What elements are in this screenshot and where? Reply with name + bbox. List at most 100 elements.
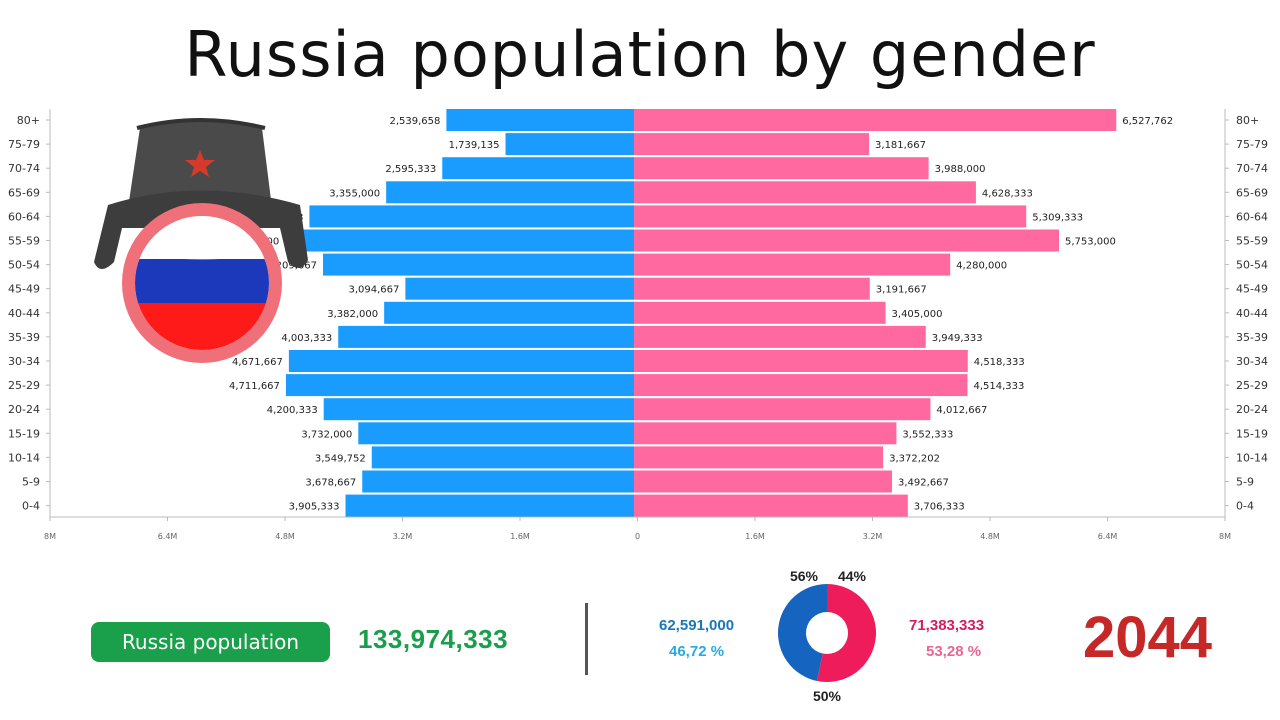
age-group-label: 70-74 [8, 162, 40, 175]
donut-slice-female [816, 584, 877, 682]
bars-group [285, 109, 1117, 517]
age-group-label: 35-39 [1236, 331, 1268, 344]
age-group-label: 50-54 [1236, 259, 1268, 272]
age-group-label: 15-19 [1236, 427, 1268, 440]
age-group-label: 15-19 [8, 427, 40, 440]
age-group-label: 0-4 [1236, 500, 1254, 513]
female-value-label: 4,280,000 [956, 261, 1007, 272]
donut-label-left: 56% [790, 568, 819, 584]
age-group-label: 40-44 [8, 307, 40, 320]
female-value-label: 3,492,667 [898, 478, 949, 489]
female-value-label: 3,949,333 [932, 333, 983, 344]
x-tick-label: 8M [1219, 532, 1231, 541]
female-bar [634, 446, 884, 469]
female-bar [634, 205, 1027, 228]
female-total: 71,383,333 [909, 617, 985, 634]
x-tick-label: 3.2M [393, 532, 413, 541]
male-bar [323, 253, 634, 276]
female-value-label: 3,191,667 [876, 285, 927, 296]
male-bar [442, 157, 634, 180]
male-value-label: 4,209,667 [266, 261, 317, 272]
male-value-label: 1,739,135 [449, 140, 500, 151]
x-tick-label: 6.4M [158, 532, 178, 541]
female-value-label: 4,012,667 [936, 405, 987, 416]
age-group-label: 0-4 [22, 500, 40, 513]
donut-label-right: 44% [838, 568, 867, 584]
female-bar [634, 229, 1060, 252]
male-bar [446, 109, 634, 131]
female-bar [634, 133, 870, 156]
female-bar [634, 398, 931, 421]
female-bar [634, 350, 968, 372]
male-bar [288, 350, 634, 372]
female-bar [634, 494, 908, 517]
male-value-label: 2,539,658 [389, 116, 440, 127]
male-percent: 46,72 % [669, 643, 725, 660]
female-value-label: 4,628,333 [982, 188, 1033, 199]
female-bar [634, 374, 968, 397]
ushanka-hat-icon [94, 118, 308, 269]
male-value-label: 4,671,667 [232, 357, 283, 368]
male-value-label: 3,732,000 [301, 429, 352, 440]
labels-group: 80+ 80+ 2,539,658 6,527,762 75-79 75-79 1,739,… [8, 114, 1268, 513]
female-value-label: 4,518,333 [974, 357, 1025, 368]
male-value-label: 3,549,752 [315, 453, 366, 464]
age-group-label: 25-29 [1236, 379, 1268, 392]
year-display: 2044 [1083, 605, 1213, 670]
male-bar [371, 446, 634, 469]
age-group-label: 55-59 [8, 235, 40, 248]
female-value-label: 3,552,333 [902, 429, 953, 440]
age-group-label: 25-29 [8, 379, 40, 392]
chart-axes: 8M 6.4M 4.8M 3.2M 1.6M 0 1.6M 3.2M 4.8M 6.4M 8M [44, 109, 1231, 541]
female-bar [634, 325, 926, 348]
population-pyramid-chart: 8M 6.4M 4.8M 3.2M 1.6M 0 1.6M 3.2M 4.8M 6.4M 8M 80… [8, 109, 1268, 541]
total-population: 133,974,333 [358, 624, 509, 654]
male-value-label: 3,382,000 [327, 309, 378, 320]
age-group-label: 5-9 [1236, 476, 1254, 489]
female-bar [634, 277, 870, 300]
female-value-label: 4,514,333 [973, 381, 1024, 392]
age-group-label: 65-69 [1236, 186, 1268, 199]
male-bar [505, 133, 634, 156]
male-bar [323, 398, 634, 421]
male-bar [405, 277, 634, 300]
age-group-label: 20-24 [8, 403, 40, 416]
male-bar [345, 494, 634, 517]
age-group-label: 55-59 [1236, 235, 1268, 248]
female-bar [634, 301, 886, 324]
male-bar [358, 422, 634, 445]
female-value-label: 3,706,333 [914, 502, 965, 513]
divider [585, 603, 588, 675]
age-group-label: 75-79 [8, 138, 40, 151]
female-bar [634, 181, 976, 204]
country-population-badge: Russia population [91, 622, 330, 662]
x-tick-label: 6.4M [1098, 532, 1118, 541]
male-value-label: 4,003,333 [281, 333, 332, 344]
male-value-label: 4,200,333 [267, 405, 318, 416]
age-group-label: 70-74 [1236, 162, 1268, 175]
male-bar [309, 205, 634, 228]
age-group-label: 65-69 [8, 186, 40, 199]
x-tick-label: 4.8M [275, 532, 295, 541]
age-group-label: 50-54 [8, 259, 40, 272]
age-group-label: 45-49 [8, 283, 40, 296]
age-group-label: 80+ [17, 114, 40, 127]
age-group-label: 60-64 [8, 210, 40, 223]
age-group-label: 80+ [1236, 114, 1259, 127]
female-value-label: 5,753,000 [1065, 237, 1116, 248]
russia-flag-icon [122, 203, 282, 363]
male-bar [384, 301, 634, 324]
male-bar [386, 181, 634, 204]
age-group-label: 60-64 [1236, 210, 1268, 223]
male-value-label: 3,678,667 [305, 478, 356, 489]
x-tick-label: 0 [635, 532, 640, 541]
female-value-label: 3,405,000 [892, 309, 943, 320]
x-tick-label: 1.6M [745, 532, 765, 541]
age-group-label: 20-24 [1236, 403, 1268, 416]
donut-slice-male [778, 584, 827, 681]
x-tick-label: 1.6M [510, 532, 530, 541]
female-value-label: 3,988,000 [935, 164, 986, 175]
female-bar [634, 253, 951, 276]
x-tick-label: 8M [44, 532, 56, 541]
x-tick-label: 4.8M [980, 532, 1000, 541]
